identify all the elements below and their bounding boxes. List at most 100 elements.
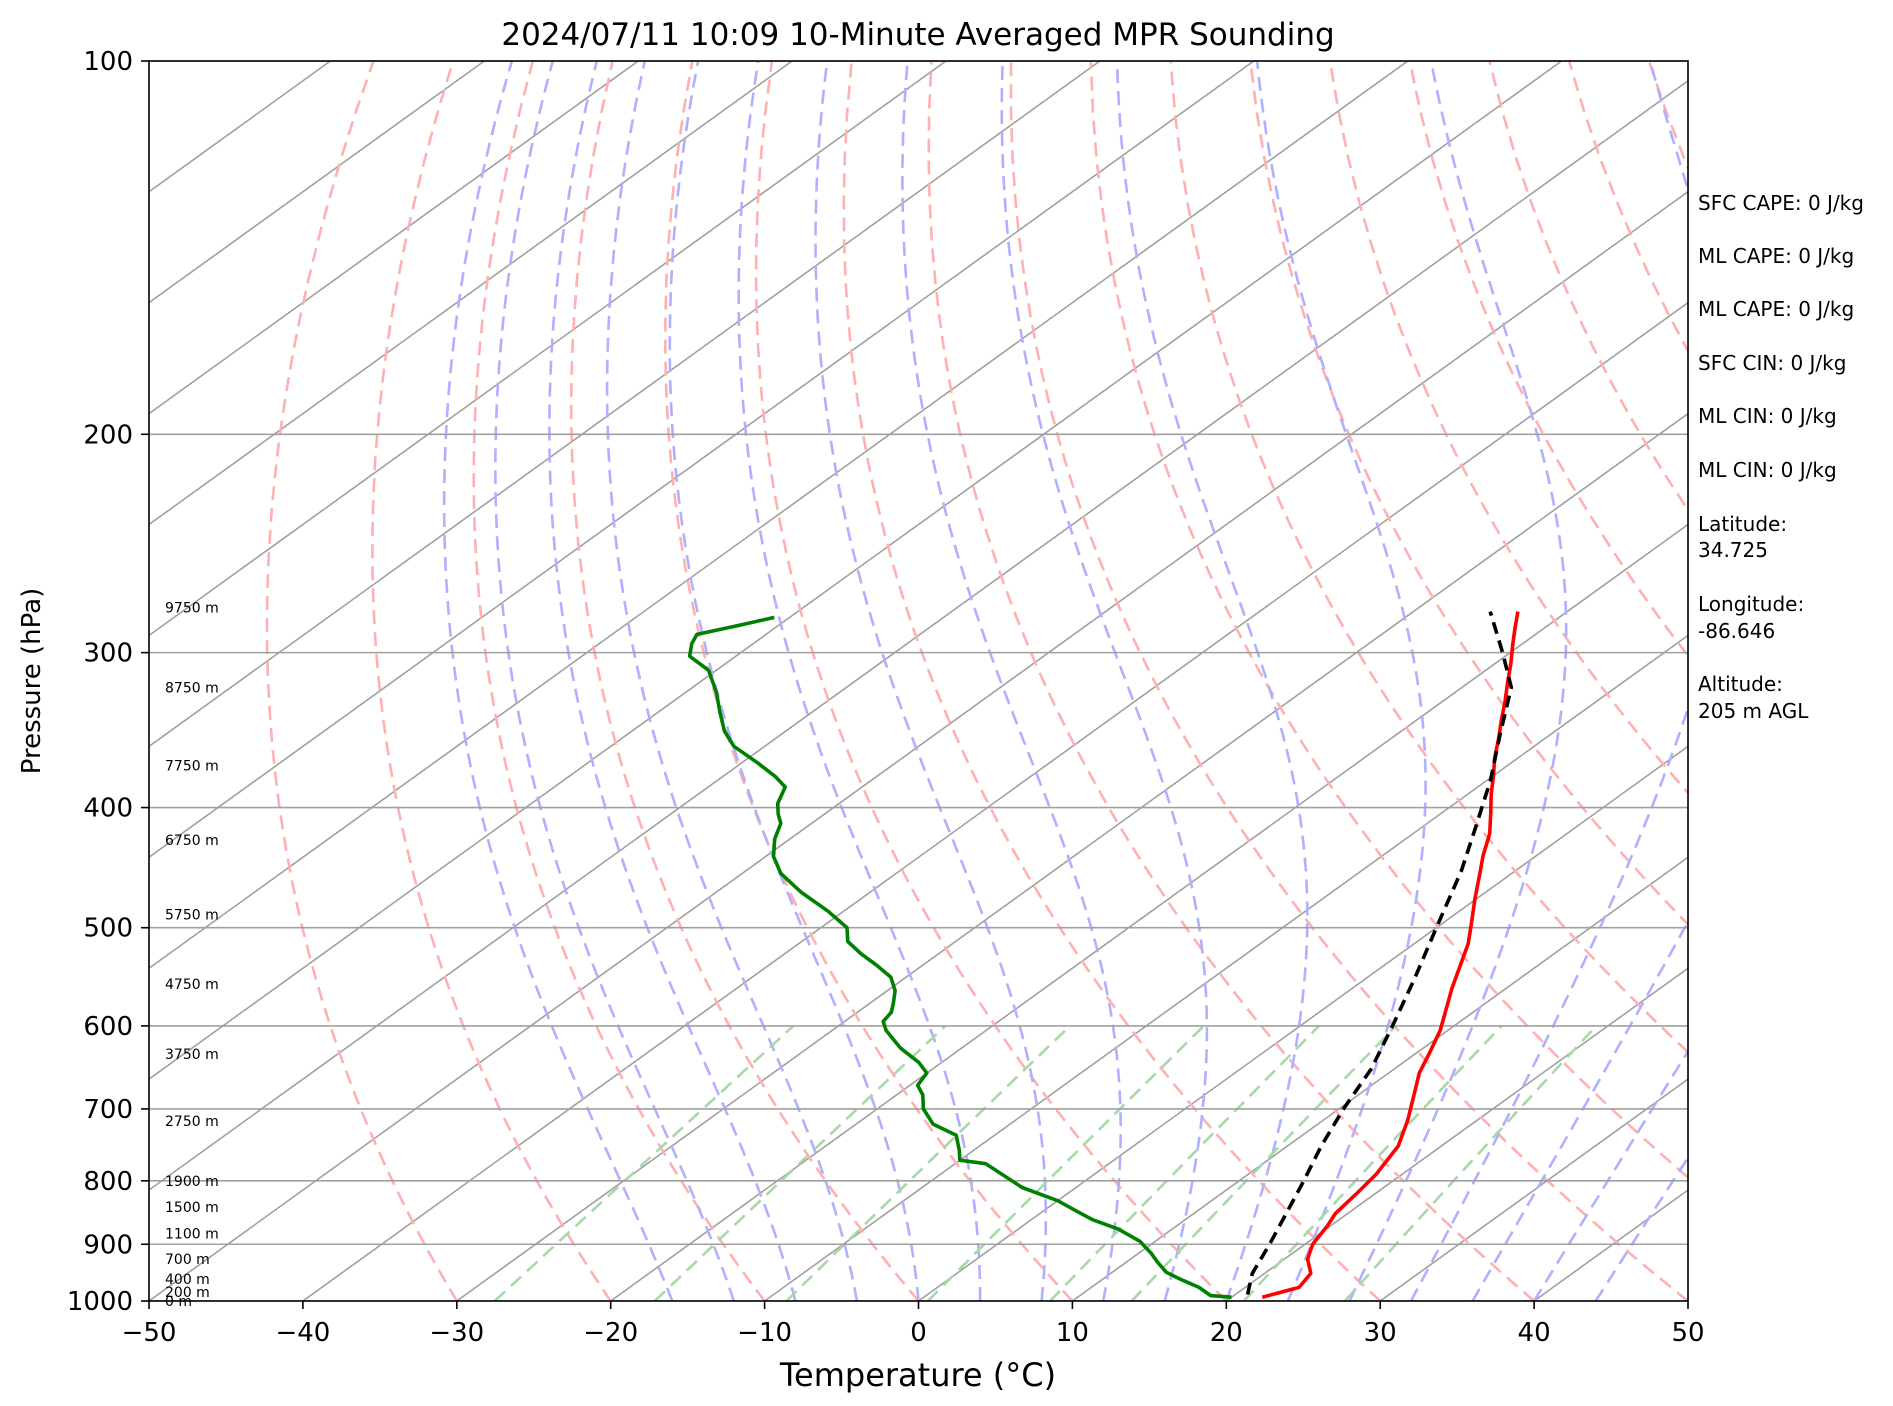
latitude-value: 34.725 bbox=[1698, 538, 1768, 562]
info-line: SFC CAPE: 0 J/kg bbox=[1698, 191, 1864, 215]
height-label: 3750 m bbox=[165, 1047, 219, 1063]
height-label: 400 m bbox=[165, 1272, 210, 1288]
dry-adiabat-line bbox=[842, 61, 1382, 1301]
height-label: 1900 m bbox=[165, 1174, 219, 1190]
height-label: 9750 m bbox=[165, 601, 219, 617]
y-tick-label: 100 bbox=[83, 47, 133, 77]
dry-adiabat-line bbox=[265, 61, 458, 1301]
x-tick-label: −50 bbox=[122, 1318, 177, 1348]
x-tick-label: −20 bbox=[583, 1318, 638, 1348]
isotherm-line bbox=[764, 634, 1688, 1301]
mixing-ratio-line bbox=[1242, 1025, 1503, 1301]
isotherm-line bbox=[456, 412, 1688, 1301]
x-tick-label: 50 bbox=[1671, 1318, 1704, 1348]
chart-title: 2024/07/11 10:09 10-Minute Averaged MPR … bbox=[501, 17, 1334, 53]
dry-adiabat-line bbox=[569, 61, 920, 1301]
x-axis-label: Temperature (°C) bbox=[779, 1356, 1056, 1394]
longitude-value: -86.646 bbox=[1698, 619, 1775, 643]
dry-adiabat-line bbox=[1888, 61, 1893, 1301]
info-line: SFC CIN: 0 J/kg bbox=[1698, 351, 1846, 375]
y-tick-label: 1000 bbox=[67, 1287, 133, 1317]
height-label: 5750 m bbox=[165, 908, 219, 924]
info-panel: SFC CAPE: 0 J/kg ML CAPE: 0 J/kg ML CAPE… bbox=[1698, 191, 1864, 723]
isotherm-line bbox=[149, 61, 1409, 970]
height-label: 7750 m bbox=[165, 759, 219, 775]
height-label: 8750 m bbox=[165, 680, 219, 696]
y-tick-label: 500 bbox=[83, 914, 133, 944]
mixing-ratio-line bbox=[785, 1024, 1071, 1301]
dry-adiabat-line bbox=[1249, 61, 1688, 927]
isotherm-line bbox=[149, 61, 947, 637]
moist-adiabat-line bbox=[814, 61, 1048, 1301]
isotherm-line bbox=[149, 79, 1688, 1192]
x-tick-label: −40 bbox=[275, 1318, 330, 1348]
info-line: ML CIN: 0 J/kg bbox=[1698, 458, 1837, 482]
isotherm-line bbox=[1071, 856, 1688, 1301]
moist-adiabat-line bbox=[494, 61, 736, 1301]
dry-adiabat-line bbox=[472, 61, 766, 1301]
parcel-line bbox=[1245, 611, 1514, 1295]
moist-adiabat-line bbox=[548, 61, 797, 1301]
height-label: 0 m bbox=[165, 1294, 192, 1310]
dewpoint-line bbox=[687, 615, 1232, 1299]
y-axis-label: Pressure (hPa) bbox=[17, 588, 47, 775]
dry-adiabat-line bbox=[1408, 61, 1688, 658]
isotherm-line bbox=[149, 61, 639, 415]
altitude-label: Altitude: bbox=[1698, 672, 1783, 696]
x-tick-label: 30 bbox=[1364, 1318, 1397, 1348]
moist-adiabat-line bbox=[442, 61, 674, 1301]
dry-adiabat-line bbox=[663, 61, 1074, 1301]
isotherm-line bbox=[149, 61, 1101, 748]
y-tick-label: 700 bbox=[83, 1095, 133, 1125]
moist-adiabat-line bbox=[605, 61, 859, 1301]
latitude-label: Latitude: bbox=[1698, 512, 1787, 536]
x-tick-label: −10 bbox=[737, 1318, 792, 1348]
isotherm-line bbox=[1379, 1078, 1688, 1301]
info-line: ML CAPE: 0 J/kg bbox=[1698, 297, 1854, 321]
mixing-ratio-line bbox=[1049, 1024, 1320, 1301]
info-line: ML CIN: 0 J/kg bbox=[1698, 404, 1837, 428]
height-label: 700 m bbox=[165, 1252, 210, 1268]
isotherm-line bbox=[149, 61, 1563, 1081]
y-tick-label: 400 bbox=[83, 794, 133, 824]
isotherm-line bbox=[149, 61, 485, 304]
x-tick-label: 40 bbox=[1518, 1318, 1551, 1348]
isotherm-line bbox=[1225, 967, 1688, 1301]
y-tick-label: 600 bbox=[83, 1012, 133, 1042]
axis-ticks: −50 −40 −30 −20 −10 0 10 20 30 40 50 100 200 300 400 50… bbox=[67, 47, 1705, 1348]
moist-adiabat-line bbox=[1115, 61, 1309, 1301]
height-label: 2750 m bbox=[165, 1114, 219, 1130]
moist-adiabat-line bbox=[1471, 919, 1688, 1301]
x-tick-label: 10 bbox=[1056, 1318, 1089, 1348]
height-label: 200 m bbox=[165, 1285, 210, 1301]
height-label: 1100 m bbox=[165, 1226, 219, 1242]
isotherm-line bbox=[149, 190, 1688, 1301]
y-tick-label: 800 bbox=[83, 1167, 133, 1197]
sounding-series bbox=[687, 611, 1520, 1299]
x-tick-label: 0 bbox=[910, 1318, 927, 1348]
isotherm-line bbox=[302, 301, 1688, 1301]
dry-adiabat-line bbox=[927, 61, 1535, 1301]
dry-adiabat-line bbox=[1009, 61, 1688, 1301]
dry-adiabat-line bbox=[754, 61, 1228, 1301]
moist-adiabat-line bbox=[1409, 61, 1688, 1301]
x-tick-label: 20 bbox=[1210, 1318, 1243, 1348]
temperature-line bbox=[1261, 611, 1520, 1299]
info-line: ML CAPE: 0 J/kg bbox=[1698, 244, 1854, 268]
height-label: 1500 m bbox=[165, 1200, 219, 1216]
moist-adiabat-line bbox=[901, 61, 1122, 1301]
dry-adiabat-line bbox=[1089, 61, 1688, 1180]
moist-adiabat-line bbox=[1348, 61, 1568, 1301]
x-tick-label: −30 bbox=[429, 1318, 484, 1348]
altitude-value: 205 m AGL bbox=[1698, 699, 1809, 723]
mixing-ratio-line bbox=[654, 1024, 947, 1301]
mixing-ratio-line bbox=[926, 1024, 1205, 1301]
y-tick-label: 900 bbox=[83, 1230, 133, 1260]
longitude-label: Longitude: bbox=[1698, 592, 1804, 616]
moist-adiabat-line bbox=[1000, 61, 1209, 1301]
y-tick-label: 200 bbox=[83, 420, 133, 450]
dry-adiabat-line bbox=[371, 61, 612, 1301]
